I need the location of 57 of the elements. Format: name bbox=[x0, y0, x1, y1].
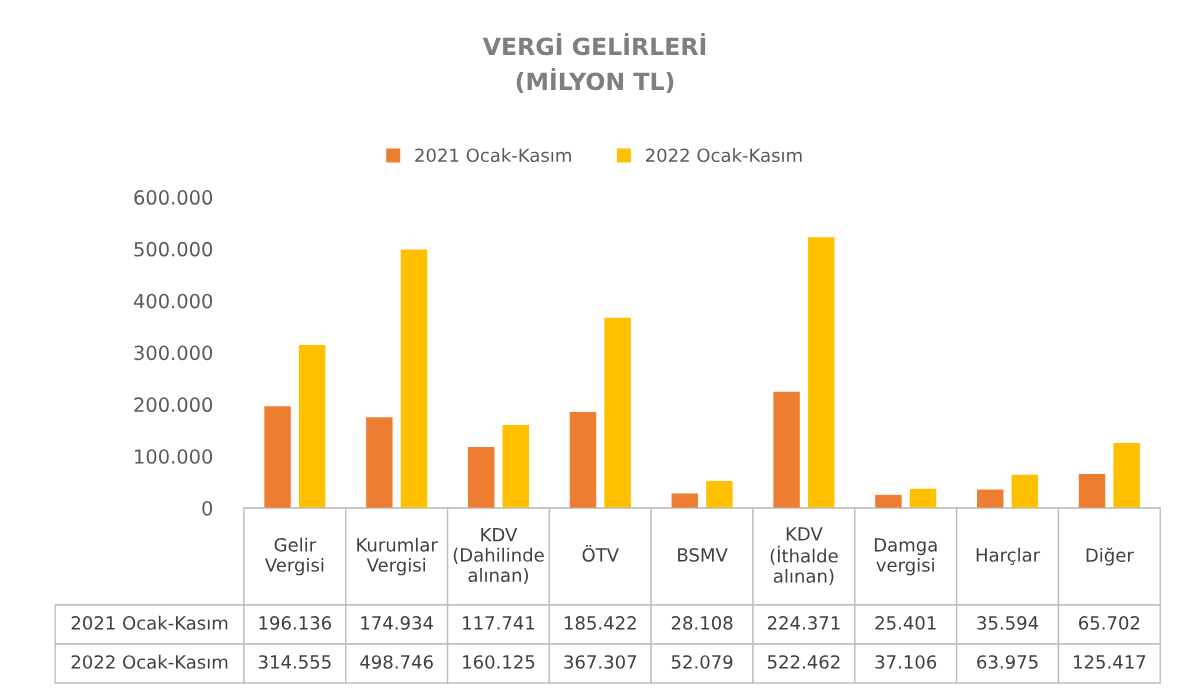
data-label: 174.934 bbox=[361, 616, 433, 630]
data-label: 125.417 bbox=[1073, 655, 1146, 669]
x-tick-label: BSMV bbox=[678, 548, 728, 562]
bar bbox=[807, 237, 835, 509]
data-label: 28.108 bbox=[671, 616, 733, 630]
y-tick-label: 600.000 bbox=[134, 190, 213, 205]
x-tick-label: KDV (İthalde alınan) bbox=[770, 527, 838, 585]
data-label: 63.975 bbox=[977, 655, 1038, 669]
data-label: 52.079 bbox=[671, 655, 733, 669]
data-label: 37.106 bbox=[875, 655, 937, 669]
y-tick-label: 500.000 bbox=[134, 241, 213, 257]
chart-title: VERGİ GELİRLERİ (MİLYON TL) bbox=[482, 33, 706, 94]
legend-label: 2021 Ocak-Kasım bbox=[415, 148, 571, 163]
data-label: 196.136 bbox=[259, 616, 332, 630]
x-tick-label: ÖTV bbox=[582, 545, 619, 562]
bar bbox=[1011, 474, 1039, 509]
bar bbox=[502, 425, 530, 509]
x-tick-label: Diğer bbox=[1086, 547, 1134, 566]
bar bbox=[671, 493, 699, 509]
data-label: 224.371 bbox=[767, 616, 840, 630]
bar bbox=[706, 481, 733, 509]
bar bbox=[976, 489, 1004, 509]
bar bbox=[875, 494, 902, 509]
y-tick-label: 100.000 bbox=[135, 449, 213, 464]
data-label: 65.702 bbox=[1079, 616, 1140, 630]
x-tick-label: Gelir Vergisi bbox=[264, 537, 324, 576]
x-tick-label: Kurumlar Vergisi bbox=[357, 537, 438, 576]
data-label: 498.746 bbox=[360, 655, 433, 669]
bar bbox=[298, 345, 326, 509]
x-tick-label: Harçlar bbox=[976, 547, 1041, 565]
text: 2021 Ocak-Kasım bbox=[71, 615, 228, 630]
data-label: 35.594 bbox=[977, 616, 1039, 630]
bar bbox=[264, 406, 291, 509]
bar bbox=[909, 488, 937, 509]
bar bbox=[400, 249, 428, 509]
bar bbox=[467, 447, 495, 509]
data-label: 117.741 bbox=[463, 616, 535, 630]
y-tick-label: 200.000 bbox=[134, 397, 213, 413]
data-label: 522.462 bbox=[767, 655, 840, 669]
bar bbox=[366, 417, 393, 509]
legend-label: 2022 Ocak-Kasım bbox=[645, 148, 802, 163]
y-tick-label: 0 bbox=[202, 500, 213, 516]
text: 2022 Ocak-Kasım bbox=[71, 654, 228, 669]
bar bbox=[569, 411, 597, 509]
data-label: 185.422 bbox=[564, 616, 636, 630]
data-label: 160.125 bbox=[463, 655, 535, 669]
x-tick-label: Damga vergisi bbox=[874, 538, 937, 576]
bar bbox=[1078, 473, 1106, 509]
bar bbox=[773, 391, 800, 509]
bar bbox=[604, 317, 631, 509]
data-label: 25.401 bbox=[875, 616, 936, 630]
y-tick-label: 300.000 bbox=[134, 345, 213, 361]
y-tick-label: 400.000 bbox=[133, 293, 213, 309]
data-label: 367.307 bbox=[564, 655, 637, 669]
x-tick-label: KDV (Dahilinde alınan) bbox=[453, 528, 544, 585]
data-label: 314.555 bbox=[258, 655, 331, 669]
bar bbox=[1113, 443, 1140, 509]
